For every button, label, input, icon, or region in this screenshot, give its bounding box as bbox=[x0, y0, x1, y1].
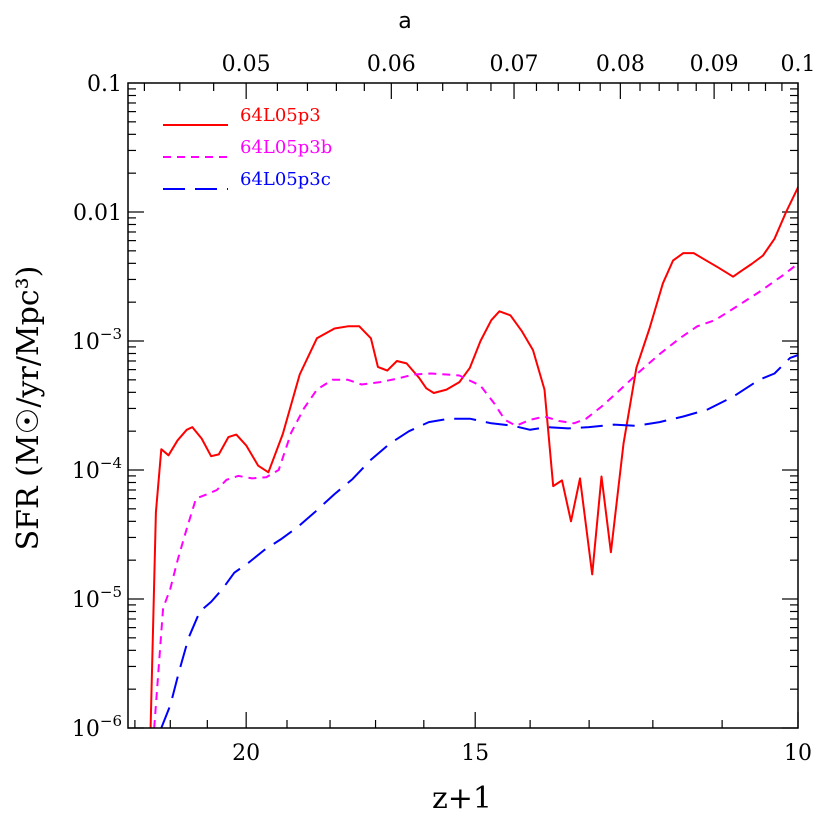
plot-frame bbox=[127, 82, 799, 729]
y-tick-base: 10 bbox=[72, 330, 100, 355]
legend-label: 64L05p3 bbox=[240, 105, 321, 126]
x-tick-label: 15 bbox=[461, 741, 489, 766]
y-tick-label: 10−3 bbox=[72, 325, 122, 355]
x-tick-label: 20 bbox=[232, 741, 260, 766]
y-tick-label: 10−6 bbox=[72, 712, 122, 742]
top-tick-label: 0.1 bbox=[781, 52, 816, 77]
y-tick-label: 0.1 bbox=[87, 72, 122, 97]
y-tick-label: 10−4 bbox=[72, 454, 122, 484]
top-tick-label: 0.08 bbox=[596, 52, 645, 77]
top-axis-label: a bbox=[398, 9, 411, 34]
top-tick-label: 0.07 bbox=[490, 52, 539, 77]
x-axis-label: z+1 bbox=[432, 781, 492, 816]
y-tick-label: 0.01 bbox=[73, 201, 122, 226]
y-tick-exponent: −4 bbox=[100, 454, 122, 472]
top-tick-label: 0.05 bbox=[222, 52, 271, 77]
top-tick-label: 0.06 bbox=[367, 52, 416, 77]
y-tick-exponent: −5 bbox=[100, 583, 122, 601]
y-tick-base: 10 bbox=[72, 459, 100, 484]
y-axis-label: SFR (M☉/yr/Mpc³) bbox=[11, 266, 46, 551]
series-line-64L05p3 bbox=[149, 186, 798, 728]
legend-label: 64L05p3c bbox=[240, 169, 331, 190]
legend-label: 64L05p3b bbox=[240, 137, 332, 158]
series-line-64L05p3c bbox=[160, 353, 798, 728]
legend: 64L05p3 64L05p3b 64L05p3c bbox=[163, 105, 332, 190]
y-tick-exponent: −3 bbox=[100, 325, 122, 343]
y-tick-label: 10−5 bbox=[72, 583, 122, 613]
y-tick-exponent: −6 bbox=[100, 712, 122, 730]
x-tick-label: 10 bbox=[784, 741, 812, 766]
series-line-64L05p3b bbox=[153, 262, 798, 728]
bottom-axis: 20 15 10 bbox=[134, 712, 812, 766]
y-tick-base: 10 bbox=[72, 588, 100, 613]
top-tick-label: 0.09 bbox=[690, 52, 739, 77]
series-layer bbox=[149, 186, 798, 728]
y-tick-base: 10 bbox=[72, 717, 100, 742]
top-axis: 0.05 0.06 0.07 0.08 0.09 0.1 bbox=[143, 52, 816, 99]
